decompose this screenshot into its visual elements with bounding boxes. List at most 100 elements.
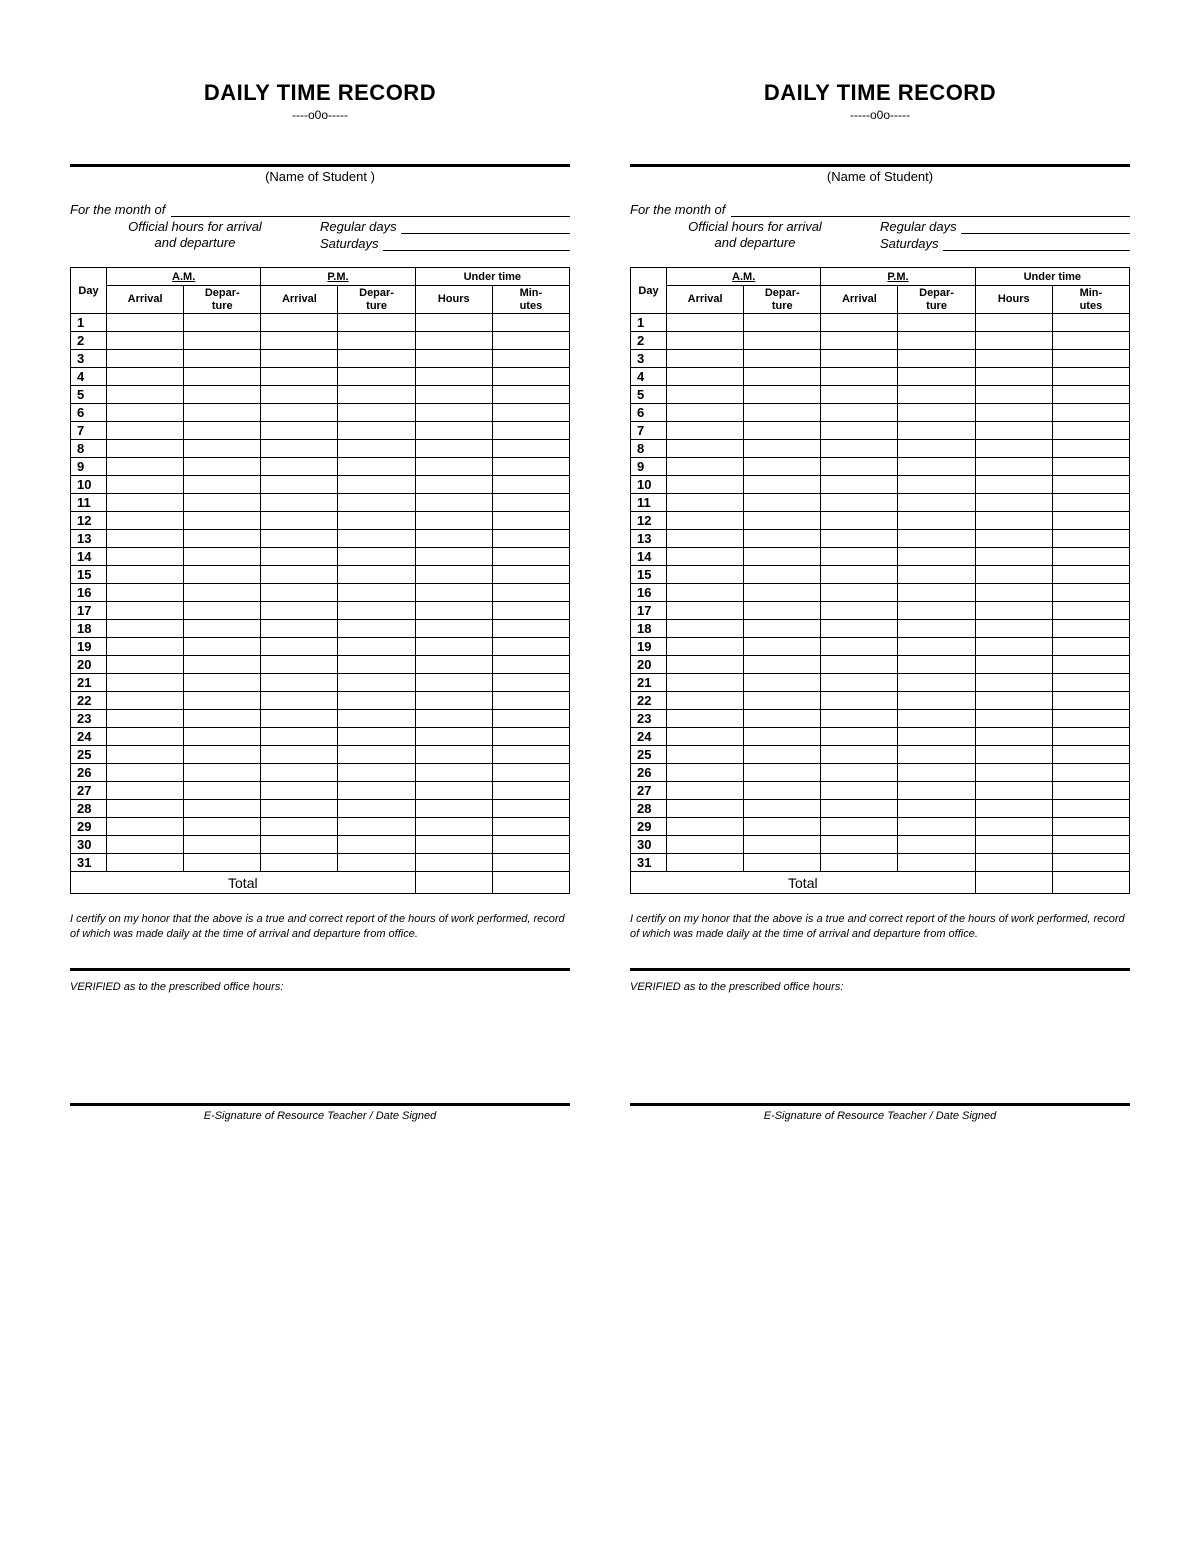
time-cell[interactable] <box>107 368 184 386</box>
time-cell[interactable] <box>667 782 744 800</box>
time-cell[interactable] <box>821 422 898 440</box>
time-cell[interactable] <box>415 638 492 656</box>
time-cell[interactable] <box>415 314 492 332</box>
time-cell[interactable] <box>744 404 821 422</box>
time-cell[interactable] <box>898 638 975 656</box>
time-cell[interactable] <box>898 854 975 872</box>
time-cell[interactable] <box>107 818 184 836</box>
time-cell[interactable] <box>492 800 569 818</box>
time-cell[interactable] <box>492 422 569 440</box>
time-cell[interactable] <box>184 818 261 836</box>
time-cell[interactable] <box>667 818 744 836</box>
time-cell[interactable] <box>184 440 261 458</box>
time-cell[interactable] <box>261 314 338 332</box>
time-cell[interactable] <box>898 818 975 836</box>
time-cell[interactable] <box>107 458 184 476</box>
time-cell[interactable] <box>261 620 338 638</box>
time-cell[interactable] <box>415 836 492 854</box>
time-cell[interactable] <box>667 692 744 710</box>
time-cell[interactable] <box>744 530 821 548</box>
time-cell[interactable] <box>667 728 744 746</box>
time-cell[interactable] <box>184 314 261 332</box>
time-cell[interactable] <box>667 764 744 782</box>
time-cell[interactable] <box>261 332 338 350</box>
time-cell[interactable] <box>1052 350 1129 368</box>
time-cell[interactable] <box>415 818 492 836</box>
time-cell[interactable] <box>338 764 415 782</box>
time-cell[interactable] <box>975 530 1052 548</box>
time-cell[interactable] <box>821 764 898 782</box>
time-cell[interactable] <box>744 800 821 818</box>
time-cell[interactable] <box>184 692 261 710</box>
time-cell[interactable] <box>898 512 975 530</box>
time-cell[interactable] <box>975 350 1052 368</box>
time-cell[interactable] <box>667 854 744 872</box>
time-cell[interactable] <box>744 746 821 764</box>
time-cell[interactable] <box>415 620 492 638</box>
time-cell[interactable] <box>492 764 569 782</box>
time-cell[interactable] <box>975 764 1052 782</box>
time-cell[interactable] <box>184 584 261 602</box>
time-cell[interactable] <box>898 836 975 854</box>
time-cell[interactable] <box>821 530 898 548</box>
time-cell[interactable] <box>1052 422 1129 440</box>
time-cell[interactable] <box>898 656 975 674</box>
time-cell[interactable] <box>667 404 744 422</box>
time-cell[interactable] <box>975 476 1052 494</box>
time-cell[interactable] <box>1052 620 1129 638</box>
time-cell[interactable] <box>492 782 569 800</box>
time-cell[interactable] <box>744 656 821 674</box>
time-cell[interactable] <box>415 692 492 710</box>
time-cell[interactable] <box>744 710 821 728</box>
time-cell[interactable] <box>1052 368 1129 386</box>
time-cell[interactable] <box>261 566 338 584</box>
time-cell[interactable] <box>184 530 261 548</box>
time-cell[interactable] <box>107 314 184 332</box>
time-cell[interactable] <box>975 512 1052 530</box>
time-cell[interactable] <box>492 620 569 638</box>
time-cell[interactable] <box>492 512 569 530</box>
time-cell[interactable] <box>744 836 821 854</box>
time-cell[interactable] <box>975 422 1052 440</box>
time-cell[interactable] <box>821 386 898 404</box>
time-cell[interactable] <box>492 548 569 566</box>
time-cell[interactable] <box>821 674 898 692</box>
time-cell[interactable] <box>184 854 261 872</box>
time-cell[interactable] <box>1052 746 1129 764</box>
time-cell[interactable] <box>667 350 744 368</box>
time-cell[interactable] <box>744 692 821 710</box>
time-cell[interactable] <box>1052 548 1129 566</box>
time-cell[interactable] <box>338 332 415 350</box>
time-cell[interactable] <box>261 674 338 692</box>
time-cell[interactable] <box>261 692 338 710</box>
regular-days-field[interactable] <box>961 220 1130 234</box>
time-cell[interactable] <box>184 800 261 818</box>
time-cell[interactable] <box>338 512 415 530</box>
time-cell[interactable] <box>975 656 1052 674</box>
time-cell[interactable] <box>492 674 569 692</box>
time-cell[interactable] <box>415 728 492 746</box>
time-cell[interactable] <box>744 638 821 656</box>
time-cell[interactable] <box>1052 764 1129 782</box>
time-cell[interactable] <box>667 836 744 854</box>
time-cell[interactable] <box>107 746 184 764</box>
time-cell[interactable] <box>338 476 415 494</box>
time-cell[interactable] <box>338 404 415 422</box>
time-cell[interactable] <box>667 548 744 566</box>
time-cell[interactable] <box>821 836 898 854</box>
time-cell[interactable] <box>184 746 261 764</box>
time-cell[interactable] <box>338 818 415 836</box>
time-cell[interactable] <box>338 386 415 404</box>
time-cell[interactable] <box>898 440 975 458</box>
time-cell[interactable] <box>1052 818 1129 836</box>
time-cell[interactable] <box>667 314 744 332</box>
time-cell[interactable] <box>744 566 821 584</box>
time-cell[interactable] <box>261 548 338 566</box>
time-cell[interactable] <box>261 800 338 818</box>
time-cell[interactable] <box>107 782 184 800</box>
time-cell[interactable] <box>415 584 492 602</box>
time-cell[interactable] <box>338 854 415 872</box>
time-cell[interactable] <box>821 350 898 368</box>
time-cell[interactable] <box>415 476 492 494</box>
time-cell[interactable] <box>261 854 338 872</box>
